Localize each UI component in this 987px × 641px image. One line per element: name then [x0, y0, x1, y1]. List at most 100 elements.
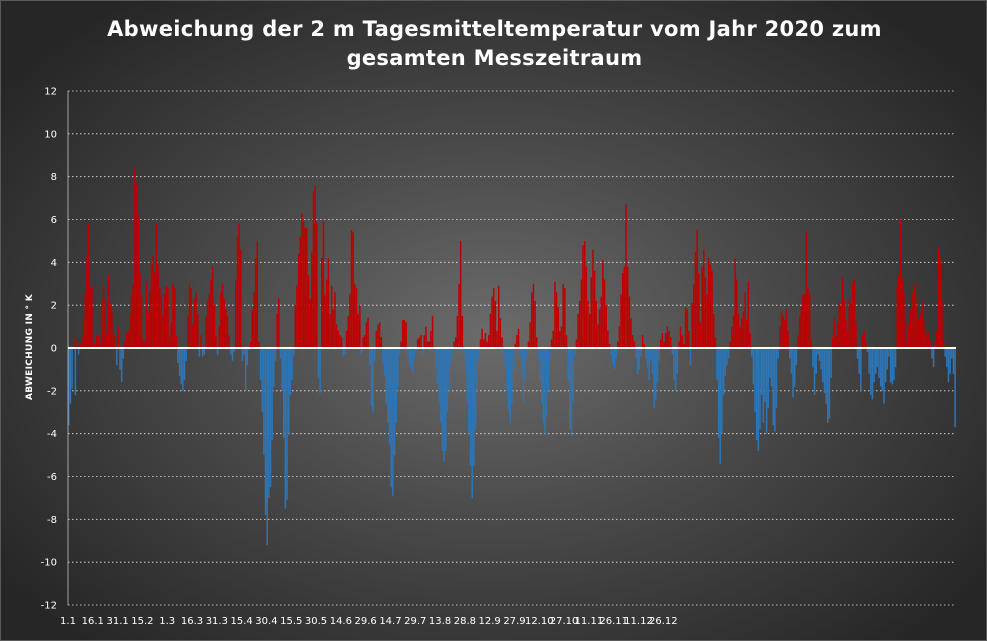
bar [742, 311, 745, 348]
bar [689, 348, 692, 366]
bar [502, 348, 505, 355]
bar [731, 326, 733, 348]
bar [425, 326, 427, 348]
bar [946, 348, 948, 368]
bar [435, 348, 437, 370]
bar [362, 337, 364, 348]
bar [421, 348, 424, 355]
bar [337, 330, 340, 348]
bar [426, 341, 429, 348]
bar [286, 348, 288, 501]
x-tick-label: 29.6 [355, 616, 377, 627]
bar [76, 341, 78, 348]
bar [699, 322, 702, 348]
bars [68, 168, 956, 546]
bar [843, 300, 846, 348]
bar [597, 324, 599, 348]
bar [400, 341, 402, 348]
bar [382, 348, 384, 363]
bar [516, 335, 518, 348]
bar [239, 249, 242, 348]
bar [788, 348, 791, 359]
bar [917, 320, 920, 348]
bar [269, 348, 272, 488]
bar [674, 348, 677, 391]
bar [438, 348, 440, 402]
bar [235, 279, 237, 348]
bar [173, 288, 176, 348]
bar [314, 185, 316, 348]
bar [807, 288, 809, 348]
bar [595, 300, 598, 348]
bar [193, 298, 196, 348]
bar [673, 348, 675, 381]
bar [645, 348, 647, 359]
bar [297, 253, 300, 348]
bar [858, 348, 860, 374]
bar [785, 309, 788, 348]
bar [423, 335, 426, 348]
bar [81, 337, 83, 348]
bar [109, 303, 111, 348]
bar [87, 223, 90, 348]
bar [633, 341, 636, 348]
bar [344, 348, 346, 355]
bar [798, 315, 801, 349]
bar [489, 313, 492, 348]
bar [717, 348, 720, 438]
bar [898, 275, 900, 348]
bar [335, 324, 338, 348]
bar [792, 348, 794, 398]
bar [942, 339, 945, 348]
x-tick-label: 11.11 [575, 616, 604, 627]
bar [332, 309, 335, 348]
bar [187, 315, 189, 349]
x-tick-label: 1.3 [159, 616, 175, 627]
bar [127, 330, 130, 348]
bar [468, 348, 470, 434]
bar [669, 337, 672, 348]
bar [812, 348, 814, 368]
bar [760, 348, 763, 396]
bar [610, 348, 612, 355]
bar [529, 322, 531, 348]
bar [664, 333, 667, 348]
y-tick-label: 4 [51, 258, 57, 269]
bar [554, 281, 556, 348]
bar [492, 288, 495, 348]
bar [737, 313, 740, 348]
bar [884, 348, 887, 383]
bar [74, 348, 77, 396]
bar [165, 285, 168, 348]
bar [264, 348, 267, 516]
bar [736, 279, 738, 348]
bar [678, 341, 680, 348]
bar [383, 348, 386, 376]
bar [453, 341, 455, 348]
chart-title-line-1: Abweichung der 2 m Tagesmitteltemperatur… [107, 17, 882, 41]
bar [774, 348, 776, 432]
bar [223, 298, 225, 348]
bar [693, 283, 695, 348]
bar [787, 330, 789, 348]
bar [134, 168, 136, 348]
bar [119, 348, 121, 370]
bar [402, 320, 404, 348]
axes: 12 10 8 6 4 2 0 -2 -4 -6 -8 -10 -121.1 16.1 31.1 15.2 1.… [41, 87, 956, 627]
bar [509, 348, 512, 423]
bar [870, 348, 872, 396]
bar [828, 348, 831, 419]
bar [545, 348, 548, 417]
bar [354, 283, 356, 348]
bar [185, 348, 187, 361]
bar [443, 348, 445, 462]
bar [780, 311, 783, 348]
bar [605, 305, 607, 348]
bar [254, 258, 257, 348]
bar [772, 348, 774, 426]
bar [588, 313, 591, 348]
bar [322, 221, 325, 348]
bar [716, 348, 718, 381]
x-tick-label: 15.2 [131, 616, 153, 627]
bar [195, 292, 197, 348]
